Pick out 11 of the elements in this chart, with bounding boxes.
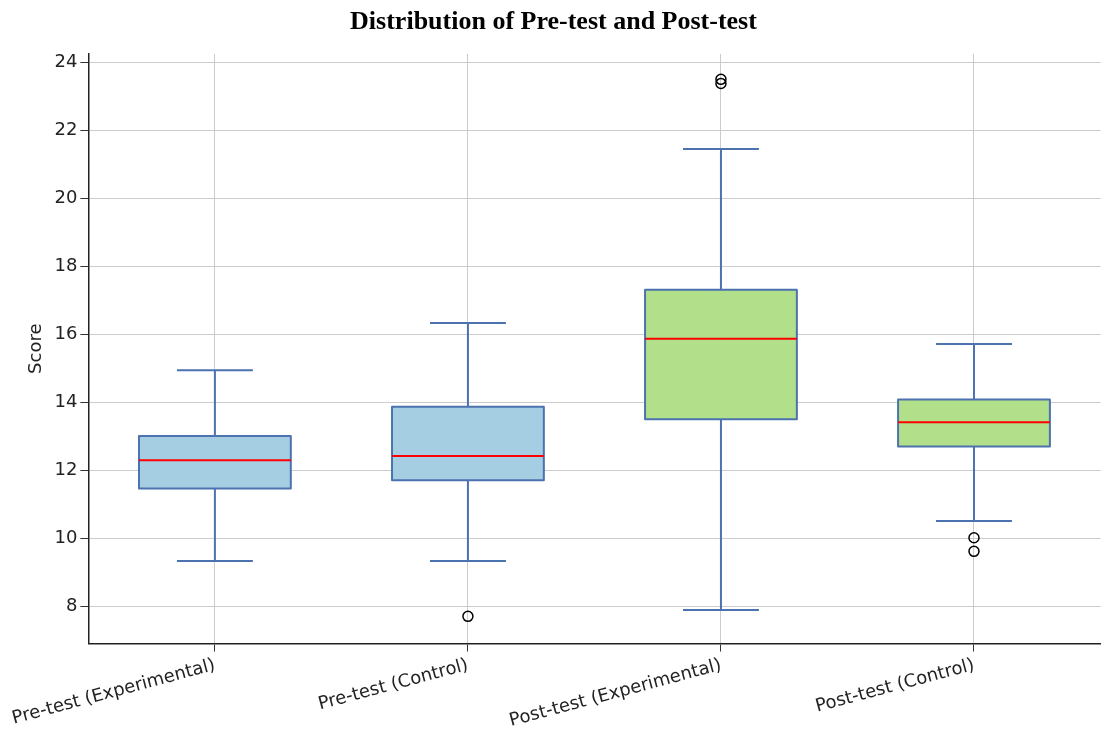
y-tick-label: 24 bbox=[54, 49, 78, 71]
y-tick-label: 8 bbox=[65, 594, 78, 616]
y-tick-label: 12 bbox=[54, 458, 78, 480]
chart-title: Distribution of Pre-test and Post-test bbox=[349, 6, 758, 37]
y-tick-label: 10 bbox=[54, 526, 78, 548]
y-tick-label: 14 bbox=[54, 390, 78, 412]
y-tick-label: 16 bbox=[54, 322, 78, 344]
y-axis-title: Score bbox=[24, 323, 46, 374]
y-tick-label: 20 bbox=[54, 186, 78, 208]
y-tick-label: 18 bbox=[54, 254, 78, 276]
y-tick-label: 22 bbox=[54, 118, 78, 140]
